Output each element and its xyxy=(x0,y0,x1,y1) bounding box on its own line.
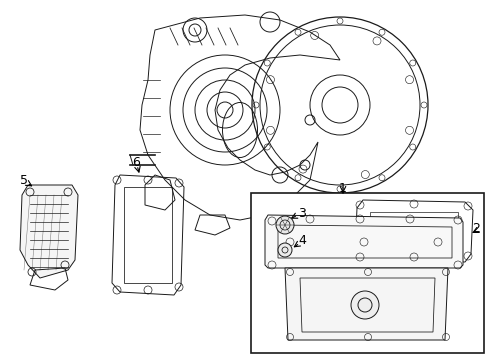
Circle shape xyxy=(278,243,291,257)
Text: 3: 3 xyxy=(298,207,305,220)
Polygon shape xyxy=(20,185,78,278)
Bar xyxy=(250,193,483,353)
Circle shape xyxy=(264,144,270,150)
Circle shape xyxy=(264,60,270,66)
Circle shape xyxy=(252,102,259,108)
Circle shape xyxy=(378,175,384,181)
Circle shape xyxy=(336,186,342,192)
Text: 6: 6 xyxy=(132,156,140,168)
Circle shape xyxy=(336,18,342,24)
Circle shape xyxy=(350,291,378,319)
Text: 5: 5 xyxy=(20,174,28,186)
Text: 1: 1 xyxy=(338,181,346,194)
Text: 2: 2 xyxy=(471,221,479,234)
Circle shape xyxy=(409,144,415,150)
Polygon shape xyxy=(264,215,462,268)
Polygon shape xyxy=(285,268,447,340)
Circle shape xyxy=(378,29,384,35)
Circle shape xyxy=(275,216,293,234)
Circle shape xyxy=(294,29,301,35)
Circle shape xyxy=(294,175,301,181)
Text: 4: 4 xyxy=(298,234,305,247)
Circle shape xyxy=(409,60,415,66)
Circle shape xyxy=(420,102,426,108)
